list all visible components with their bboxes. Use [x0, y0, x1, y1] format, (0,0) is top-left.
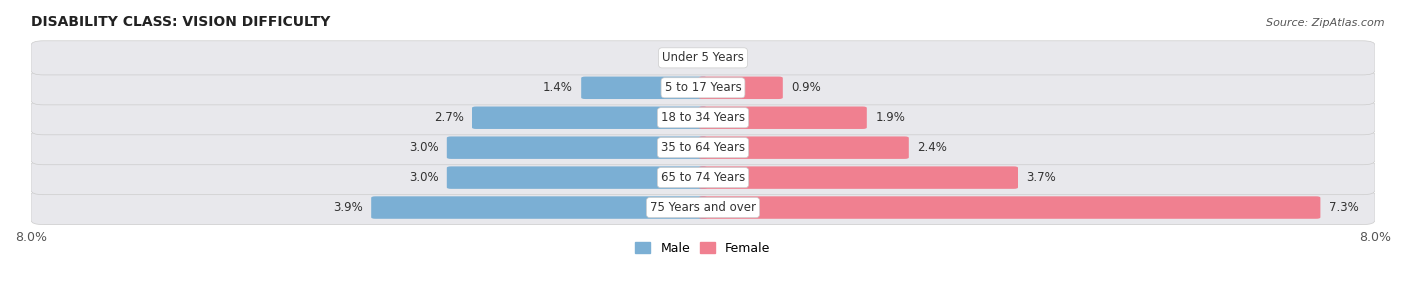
- Text: 7.3%: 7.3%: [1329, 201, 1358, 214]
- Text: Under 5 Years: Under 5 Years: [662, 51, 744, 64]
- FancyBboxPatch shape: [581, 77, 707, 99]
- Text: 18 to 34 Years: 18 to 34 Years: [661, 111, 745, 124]
- FancyBboxPatch shape: [699, 196, 1320, 219]
- Text: 35 to 64 Years: 35 to 64 Years: [661, 141, 745, 154]
- FancyBboxPatch shape: [31, 161, 1375, 195]
- Text: 5 to 17 Years: 5 to 17 Years: [665, 81, 741, 94]
- Text: 0.0%: 0.0%: [716, 51, 745, 64]
- FancyBboxPatch shape: [447, 136, 707, 159]
- FancyBboxPatch shape: [371, 196, 707, 219]
- FancyBboxPatch shape: [699, 77, 783, 99]
- Text: 1.4%: 1.4%: [543, 81, 572, 94]
- Text: 3.0%: 3.0%: [409, 141, 439, 154]
- FancyBboxPatch shape: [447, 166, 707, 189]
- FancyBboxPatch shape: [31, 41, 1375, 75]
- Text: 3.0%: 3.0%: [409, 171, 439, 184]
- FancyBboxPatch shape: [699, 106, 868, 129]
- Text: 3.9%: 3.9%: [333, 201, 363, 214]
- FancyBboxPatch shape: [31, 191, 1375, 225]
- Legend: Male, Female: Male, Female: [630, 237, 776, 260]
- Text: DISABILITY CLASS: VISION DIFFICULTY: DISABILITY CLASS: VISION DIFFICULTY: [31, 15, 330, 29]
- FancyBboxPatch shape: [699, 136, 908, 159]
- FancyBboxPatch shape: [699, 166, 1018, 189]
- Text: 1.9%: 1.9%: [875, 111, 905, 124]
- FancyBboxPatch shape: [31, 101, 1375, 135]
- Text: 0.0%: 0.0%: [661, 51, 690, 64]
- Text: 2.4%: 2.4%: [917, 141, 948, 154]
- Text: Source: ZipAtlas.com: Source: ZipAtlas.com: [1267, 18, 1385, 28]
- FancyBboxPatch shape: [31, 71, 1375, 105]
- Text: 65 to 74 Years: 65 to 74 Years: [661, 171, 745, 184]
- FancyBboxPatch shape: [472, 106, 707, 129]
- FancyBboxPatch shape: [31, 131, 1375, 165]
- Text: 75 Years and over: 75 Years and over: [650, 201, 756, 214]
- Text: 3.7%: 3.7%: [1026, 171, 1056, 184]
- Text: 2.7%: 2.7%: [433, 111, 464, 124]
- Text: 0.9%: 0.9%: [792, 81, 821, 94]
